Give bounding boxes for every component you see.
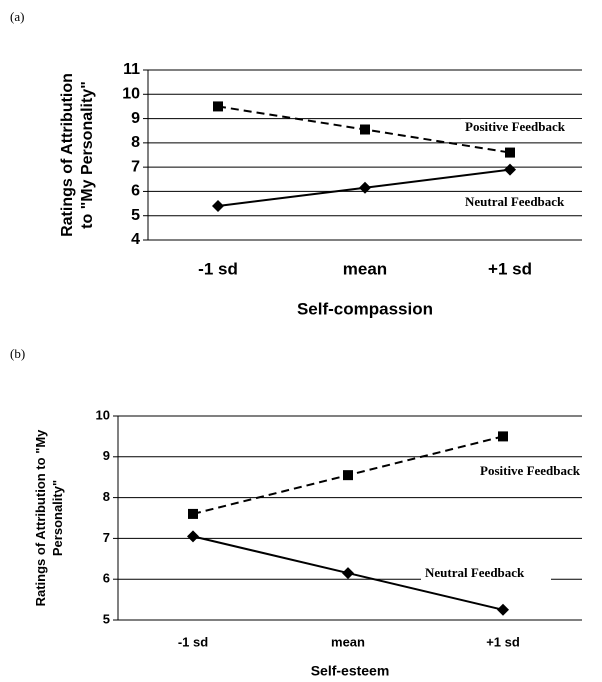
panel-label: (b) — [10, 346, 25, 361]
x-axis-label: Self-compassion — [297, 299, 433, 318]
y-axis-label: Personality" — [50, 480, 65, 556]
marker — [213, 101, 223, 112]
marker — [343, 470, 353, 481]
marker — [342, 567, 354, 580]
marker — [188, 508, 198, 519]
marker — [187, 530, 199, 543]
x-tick-label: +1 sd — [488, 259, 532, 278]
marker — [359, 181, 371, 194]
marker — [497, 603, 509, 616]
y-tick-label: 7 — [103, 530, 110, 545]
marker — [498, 431, 508, 442]
label-background — [421, 565, 551, 583]
label-background — [461, 194, 586, 212]
series-label: Neutral Feedback — [465, 194, 565, 209]
y-tick-label: 10 — [96, 407, 110, 422]
y-tick-label: 6 — [103, 571, 110, 586]
x-tick-label: mean — [331, 634, 365, 649]
y-tick-label: 5 — [103, 611, 110, 626]
y-tick-label: 9 — [103, 448, 110, 463]
y-tick-label: 8 — [131, 134, 140, 151]
y-axis-label: Ratings of Attribution to "My — [33, 429, 48, 607]
label-background — [476, 463, 602, 481]
y-tick-label: 10 — [122, 86, 140, 103]
x-tick-label: +1 sd — [486, 634, 520, 649]
x-tick-label: -1 sd — [198, 259, 238, 278]
marker — [360, 124, 370, 135]
marker — [212, 200, 224, 212]
y-tick-label: 5 — [131, 207, 140, 224]
series-label: Positive Feedback — [480, 463, 581, 478]
series-label: Positive Feedback — [465, 119, 566, 134]
x-axis-label: Self-esteem — [311, 663, 390, 679]
x-tick-label: mean — [343, 259, 387, 278]
series-label: Neutral Feedback — [425, 565, 525, 580]
y-tick-label: 7 — [131, 158, 140, 175]
marker — [505, 147, 515, 158]
panel-label: (a) — [10, 9, 24, 24]
y-tick-label: 9 — [131, 110, 140, 127]
marker — [504, 163, 516, 176]
label-background — [461, 119, 586, 137]
x-tick-label: -1 sd — [178, 634, 208, 649]
y-axis-label: Ratings of Attribution — [59, 73, 76, 237]
y-tick-label: 8 — [103, 489, 110, 504]
y-tick-label: 4 — [131, 231, 140, 248]
y-tick-label: 11 — [123, 61, 140, 78]
y-tick-label: 6 — [131, 183, 140, 200]
y-axis-label: to "My Personality" — [79, 81, 96, 229]
